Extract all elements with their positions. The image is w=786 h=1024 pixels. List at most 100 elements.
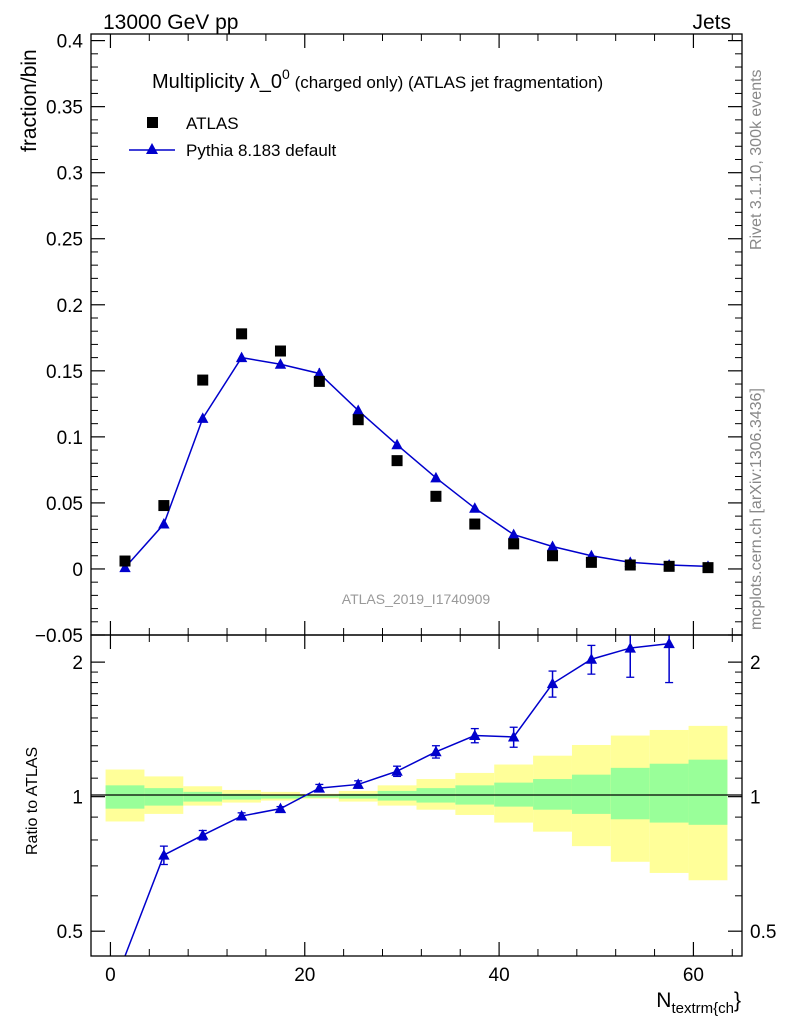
pythia-point xyxy=(119,561,131,573)
atlas-point xyxy=(352,414,364,426)
ratio-pythia-point xyxy=(235,810,248,821)
atlas-point xyxy=(119,555,131,567)
ratio-plot-frame xyxy=(90,634,743,957)
ratio-band-inner xyxy=(571,774,611,814)
ratio-plot-series xyxy=(124,635,675,957)
ratio-pythia-point xyxy=(585,653,598,664)
atlas-point xyxy=(274,345,286,357)
atlas-point xyxy=(547,550,559,562)
atlas-point xyxy=(313,375,325,387)
analysis-id: ATLAS_2019_I1740909 xyxy=(342,591,491,607)
atlas-point xyxy=(469,518,481,530)
y-tick-label: 0.05 xyxy=(46,494,83,515)
ratio-band-inner xyxy=(222,793,262,800)
pythia-line xyxy=(124,356,709,569)
pythia-point xyxy=(197,412,209,423)
ratio-band-inner xyxy=(610,767,650,820)
y-tick-label: 0.35 xyxy=(46,98,83,119)
ratio-band-inner xyxy=(261,794,300,799)
y-tick-label: 0.3 xyxy=(57,164,83,185)
ratio-y-axis-ticks: 0.5 0.5 1 1 2 2 xyxy=(57,653,777,943)
ratio-tick-label-right: 2 xyxy=(750,653,761,674)
legend-marker-pythia xyxy=(146,143,158,154)
ratio-band-inner xyxy=(183,791,223,802)
ratio-tick-label-right: 0.5 xyxy=(750,922,776,943)
ratio-pythia-point xyxy=(430,745,442,757)
main-ylabel: fraction/bin xyxy=(18,49,41,152)
ratio-band-inner xyxy=(688,759,728,825)
ratio-pythia-point xyxy=(313,782,326,793)
ratio-pythia-point xyxy=(624,642,636,653)
rivet-credit: Rivet 3.1.10, 300k events xyxy=(748,69,765,250)
main-y-axis-ticks: −0.05 0 0.05 0.1 0.15 0.2 0.25 0.3 0.35 0.4 xyxy=(35,32,742,647)
atlas-point xyxy=(585,556,597,568)
ratio-band-inner xyxy=(144,788,184,806)
x-tick-label: 40 xyxy=(489,965,510,986)
x-tick-label: 60 xyxy=(683,965,704,986)
legend-marker-atlas xyxy=(147,117,158,128)
x-label-main: N xyxy=(656,989,671,1012)
ratio-tick-label-left: 0.5 xyxy=(57,922,83,943)
y-tick-label: 0.2 xyxy=(57,296,83,317)
atlas-point xyxy=(508,538,520,550)
pythia-point xyxy=(469,502,481,513)
ratio-band-inner xyxy=(105,785,145,809)
x-axis-ticks: 0 20 40 60 xyxy=(105,34,733,986)
atlas-point xyxy=(702,562,714,574)
ratio-pythia-point xyxy=(274,802,287,814)
atlas-point xyxy=(236,328,248,340)
ratio-tick-label-left: 1 xyxy=(72,788,83,809)
y-tick-label: 0.15 xyxy=(46,362,83,383)
pythia-point xyxy=(313,367,326,378)
y-tick-label: 0.25 xyxy=(46,230,83,251)
legend-label-atlas: ATLAS xyxy=(186,114,239,133)
beam-label: 13000 GeV pp xyxy=(103,11,238,34)
atlas-point xyxy=(430,490,442,502)
title-superscript: 0 xyxy=(282,66,290,82)
plot-title: Multiplicity λ_00 (charged only) (ATLAS … xyxy=(152,66,603,93)
ratio-pythia-point xyxy=(391,765,403,776)
ratio-ylabel: Ratio to ATLAS xyxy=(24,747,41,855)
atlas-point xyxy=(158,500,170,512)
y-tick-label: 0.4 xyxy=(57,32,84,53)
x-label-sub: textrm{ch xyxy=(671,1000,734,1017)
x-label-brace: } xyxy=(734,989,741,1012)
atlas-point xyxy=(197,374,209,386)
ratio-tick-label-right: 1 xyxy=(750,788,761,809)
pythia-point xyxy=(352,404,364,415)
ratio-pythia-point xyxy=(507,730,520,742)
pythia-point xyxy=(158,518,170,529)
pythia-point xyxy=(546,540,559,552)
x-tick-label: 20 xyxy=(294,965,315,986)
ratio-pythia-point xyxy=(158,849,170,860)
main-plot-series xyxy=(119,328,714,574)
ratio-pythia-point xyxy=(352,778,364,789)
pythia-point xyxy=(274,358,287,369)
x-axis-label: Ntextrm{ch} xyxy=(656,989,741,1017)
ratio-pythia-point xyxy=(197,829,209,840)
ratio-pythia-point xyxy=(469,729,481,741)
ratio-tick-label-left: 2 xyxy=(72,653,83,674)
ratio-pythia-point xyxy=(546,677,559,689)
atlas-point xyxy=(624,559,636,571)
title-suffix: (charged only) (ATLAS jet fragmentation) xyxy=(290,73,603,92)
ratio-band-inner xyxy=(377,790,417,801)
ratio-band-inner xyxy=(299,795,339,798)
legend-label-pythia: Pythia 8.183 default xyxy=(186,141,337,160)
category-label: Jets xyxy=(692,11,731,34)
ratio-pythia-point xyxy=(663,637,675,649)
y-tick-label: 0.1 xyxy=(57,428,83,449)
y-tick-label: −0.05 xyxy=(35,626,83,647)
pythia-point xyxy=(430,471,442,483)
y-tick-label: 0 xyxy=(72,560,83,581)
ratio-band-inner xyxy=(533,779,572,810)
ratio-band-inner xyxy=(338,793,378,799)
mcplots-credit: mcplots.cern.ch [arXiv:1306.3436] xyxy=(748,388,765,630)
atlas-point xyxy=(663,560,675,572)
ratio-band-inner xyxy=(649,763,689,823)
pythia-point xyxy=(235,351,248,363)
ratio-uncertainty-bands xyxy=(105,725,728,881)
pythia-point xyxy=(391,438,403,450)
atlas-point xyxy=(391,455,403,467)
